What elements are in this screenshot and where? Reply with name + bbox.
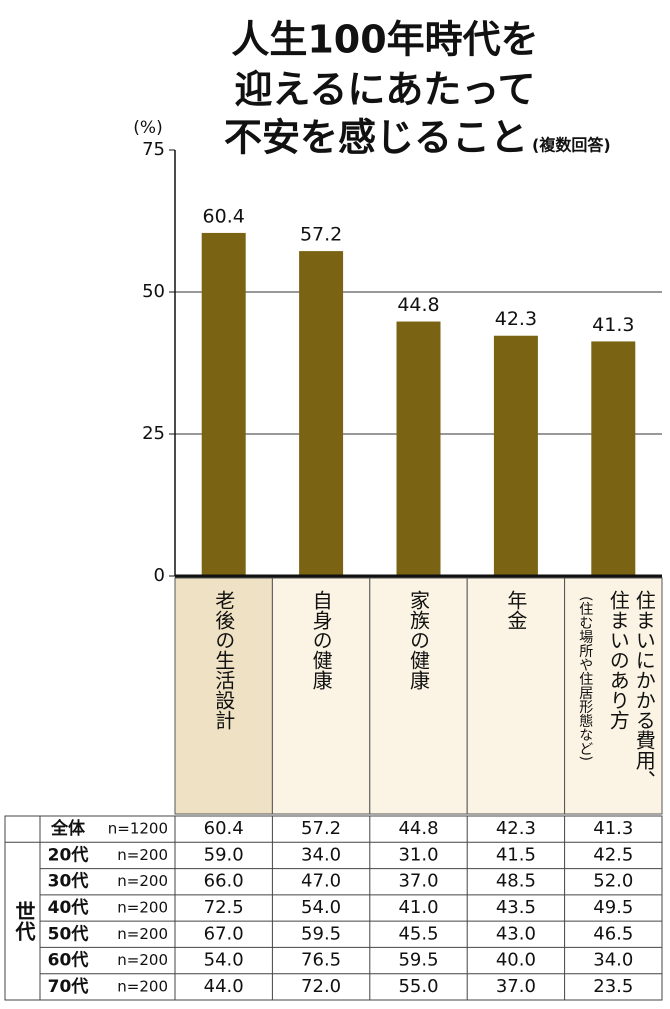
chart-title: 人生100年時代を — [231, 18, 538, 62]
table-cell: 43.0 — [496, 923, 536, 944]
table-cell: 34.0 — [301, 844, 341, 865]
table-cell: 57.2 — [301, 818, 341, 839]
row-label: 60代 — [48, 950, 89, 971]
table-cell: 59.5 — [301, 923, 341, 944]
category-cell — [564, 577, 663, 815]
value-label: 41.3 — [592, 314, 634, 336]
table-cell: 52.0 — [593, 871, 633, 892]
y-axis-label: (%) — [133, 118, 162, 138]
table-cell: 44.8 — [398, 818, 438, 839]
row-label: 40代 — [48, 897, 89, 918]
bar — [299, 251, 344, 576]
row-label: 全体 — [50, 818, 86, 839]
row-n: n=200 — [117, 925, 168, 943]
table-cell: 41.0 — [398, 897, 438, 918]
bar — [493, 335, 538, 576]
row-label: 20代 — [48, 844, 89, 865]
table-cell: 72.5 — [204, 897, 244, 918]
row-n: n=1200 — [108, 820, 168, 838]
category-cell — [174, 577, 273, 815]
table-cell: 54.0 — [204, 950, 244, 971]
table-cell: 41.3 — [593, 818, 633, 839]
row-n: n=200 — [117, 846, 168, 864]
chart-title: 不安を感じること — [224, 116, 528, 160]
x-tick-label: 家族の健康 — [406, 590, 431, 690]
table-cell: 44.0 — [204, 976, 244, 997]
table-cell: 37.0 — [496, 976, 536, 997]
table-cell: 46.5 — [593, 923, 633, 944]
table-cell: 43.5 — [496, 897, 536, 918]
table-cell: 60.4 — [204, 818, 244, 839]
row-n: n=200 — [117, 977, 168, 995]
y-tick-label: 75 — [142, 139, 165, 160]
row-n: n=200 — [117, 872, 168, 890]
table-cell: 42.3 — [496, 818, 536, 839]
category-note: (住む場所や住居形態など) — [577, 596, 594, 761]
table-cell: 41.5 — [496, 844, 536, 865]
table-cell: 48.5 — [496, 871, 536, 892]
table-cell: 55.0 — [398, 976, 438, 997]
table-cell: 72.0 — [301, 976, 341, 997]
x-tick-label: 住まいにかかる費用、住まいのあり方 — [606, 590, 657, 790]
table-cell: 54.0 — [301, 897, 341, 918]
table-cell: 45.5 — [398, 923, 438, 944]
row-label: 50代 — [48, 923, 89, 944]
category-cell — [369, 577, 468, 815]
table-cell: 59.0 — [204, 844, 244, 865]
x-tick-label: 自身の健康 — [309, 590, 334, 690]
row-label: 30代 — [48, 871, 89, 892]
value-label: 60.4 — [203, 205, 245, 227]
category-cell — [271, 577, 371, 815]
row-n: n=200 — [117, 899, 168, 917]
table-cell: 49.5 — [593, 897, 633, 918]
row-n: n=200 — [117, 951, 168, 969]
table-cell: 34.0 — [593, 950, 633, 971]
x-tick-label: 老後の生活設計 — [211, 590, 236, 730]
value-label: 42.3 — [495, 308, 537, 330]
y-tick-label: 50 — [142, 281, 165, 302]
table-cell: 76.5 — [301, 950, 341, 971]
table-cell: 67.0 — [204, 923, 244, 944]
row-label: 70代 — [48, 976, 89, 997]
table-cell: 59.5 — [398, 950, 438, 971]
category-cell — [466, 577, 566, 815]
table-cell: 40.0 — [496, 950, 536, 971]
chart-title: 迎えるにあたって — [235, 68, 536, 112]
x-tick-label: 年金 — [503, 590, 528, 630]
table-cell: 47.0 — [301, 871, 341, 892]
table-cell: 42.5 — [593, 844, 633, 865]
value-label: 57.2 — [300, 224, 342, 246]
table-cell: 31.0 — [398, 844, 438, 865]
table-cell: 37.0 — [398, 871, 438, 892]
y-tick-label: 25 — [142, 423, 165, 444]
value-label: 44.8 — [397, 294, 439, 316]
chart-subtitle: (複数回答) — [532, 136, 611, 155]
bar — [591, 341, 636, 576]
bar — [201, 232, 246, 577]
table-cell: 66.0 — [204, 871, 244, 892]
table-cell: 23.5 — [593, 976, 633, 997]
y-tick-label: 0 — [154, 565, 165, 586]
table-group-label: 世代 — [12, 901, 36, 942]
bar — [396, 321, 441, 576]
